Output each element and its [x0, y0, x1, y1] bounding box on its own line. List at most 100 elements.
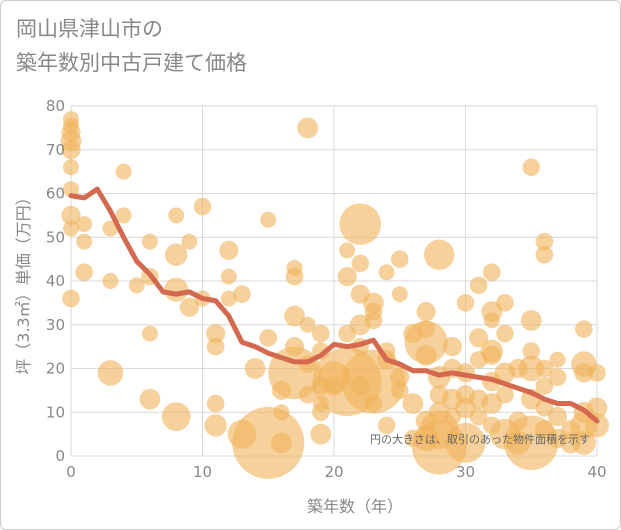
data-point-bubble-120	[482, 345, 502, 365]
data-point-bubble-21	[141, 325, 158, 342]
data-point-bubble-134	[522, 342, 541, 360]
data-point-bubble-49	[284, 305, 305, 327]
data-point-bubble-4	[61, 140, 81, 160]
data-point-bubble-79	[378, 264, 395, 281]
data-point-bubble-133	[520, 309, 542, 331]
data-point-bubble-38	[233, 285, 251, 303]
data-point-bubble-37	[220, 290, 237, 307]
data-point-bubble-19	[141, 233, 158, 250]
y-tick-label-70: 70	[46, 141, 65, 159]
data-point-bubble-110	[445, 422, 486, 463]
data-point-bubble-158	[585, 413, 609, 438]
data-point-bubble-56	[312, 324, 330, 343]
data-point-bubble-115	[469, 407, 488, 426]
data-point-bubble-17	[115, 207, 132, 224]
data-point-bubble-152	[574, 363, 594, 383]
data-point-bubble-156	[588, 364, 606, 382]
data-point-bubble-142	[535, 399, 554, 417]
bubble-size-note: 円の大きさは、取引のあった物件面積を示す	[370, 432, 590, 446]
data-point-bubble-12	[75, 263, 93, 282]
data-point-bubble-26	[161, 402, 191, 432]
data-point-bubble-65	[339, 242, 356, 259]
data-point-bubble-84	[391, 286, 408, 303]
data-point-bubble-52	[297, 117, 319, 139]
y-tick-label-30: 30	[46, 316, 65, 334]
data-point-bubble-45	[273, 404, 290, 421]
data-point-bubble-11	[76, 233, 93, 250]
data-point-bubble-7	[61, 205, 81, 225]
data-point-bubble-135	[518, 355, 545, 382]
x-axis-label: 築年数（年）	[307, 497, 403, 516]
data-point-bubble-127	[496, 385, 514, 404]
data-point-bubble-106	[456, 294, 475, 312]
chart-title-line1: 岡山県津山市の	[16, 17, 163, 41]
y-tick-label-10: 10	[46, 403, 65, 421]
data-point-bubble-25	[164, 277, 189, 302]
x-tick-label-20: 20	[324, 463, 343, 481]
data-point-bubble-27	[181, 233, 198, 250]
data-point-bubble-145	[548, 368, 567, 387]
data-point-bubble-6	[63, 181, 79, 198]
data-point-bubble-83	[390, 250, 409, 268]
data-point-bubble-10	[76, 216, 93, 233]
data-point-bubble-18	[128, 277, 145, 294]
chart-title: 岡山県津山市の 築年数別中古戸建て価格	[16, 12, 247, 80]
data-point-bubble-22	[139, 388, 161, 410]
data-point-bubble-155	[571, 430, 596, 455]
data-point-bubble-146	[547, 407, 568, 427]
data-point-bubble-86	[390, 381, 409, 400]
y-tick-label-40: 40	[46, 272, 65, 290]
trend-line-layer	[68, 186, 600, 424]
data-point-bubble-150	[575, 320, 593, 338]
data-point-bubble-132	[522, 158, 541, 177]
data-point-bubble-68	[339, 203, 382, 245]
data-point-bubble-13	[102, 273, 119, 289]
data-point-bubble-139	[535, 245, 554, 264]
data-point-bubble-8	[63, 220, 79, 237]
chart-title-line2: 築年数別中古戸建て価格	[16, 51, 247, 75]
data-point-bubble-96	[424, 239, 455, 270]
trend-line	[68, 186, 600, 424]
data-point-bubble-92	[404, 320, 448, 364]
data-point-bubble-23	[168, 207, 185, 224]
data-point-bubble-32	[206, 337, 225, 356]
data-point-bubble-69	[351, 254, 370, 273]
data-point-bubble-138	[535, 232, 554, 251]
data-point-bubble-78	[364, 394, 383, 413]
data-point-bubble-140	[535, 359, 554, 378]
data-point-bubble-43	[232, 406, 305, 479]
data-point-bubble-48	[285, 267, 304, 286]
y-tick-label-50: 50	[46, 228, 65, 246]
y-tick-label-0: 0	[55, 447, 65, 465]
data-point-bubble-102	[442, 337, 462, 357]
data-point-bubble-124	[496, 294, 514, 312]
data-point-bubble-90	[416, 302, 436, 322]
x-tick-label-10: 10	[193, 463, 212, 481]
data-point-bubble-55	[298, 385, 317, 404]
data-point-bubble-33	[206, 394, 225, 413]
data-point-bubble-40	[244, 358, 266, 379]
data-point-bubble-82	[377, 416, 396, 435]
data-point-bubble-24	[165, 243, 188, 266]
data-point-bubble-116	[483, 263, 501, 282]
data-point-bubble-31	[206, 323, 226, 344]
data-point-bubble-125	[496, 324, 514, 343]
data-point-bubble-15	[97, 360, 124, 386]
data-point-bubble-36	[220, 268, 237, 285]
data-point-bubble-144	[549, 351, 566, 368]
x-tick-label-40: 40	[587, 463, 606, 481]
data-point-bubble-35	[219, 240, 239, 260]
y-tick-label-80: 80	[46, 97, 65, 115]
data-point-bubble-85	[390, 367, 410, 387]
data-point-bubble-93	[415, 344, 437, 366]
data-point-bubble-16	[115, 163, 132, 180]
data-point-bubble-42	[259, 329, 278, 347]
bubbles	[60, 111, 609, 479]
data-point-bubble-118	[483, 312, 500, 329]
data-point-bubble-34	[204, 414, 227, 437]
y-tick-label-20: 20	[46, 360, 65, 378]
data-point-bubble-9	[62, 289, 80, 308]
tick-labels: 0 10 20 30 40 50 60 70 80 0 10 20 30 40	[46, 97, 607, 481]
data-point-bubble-5	[63, 159, 79, 176]
